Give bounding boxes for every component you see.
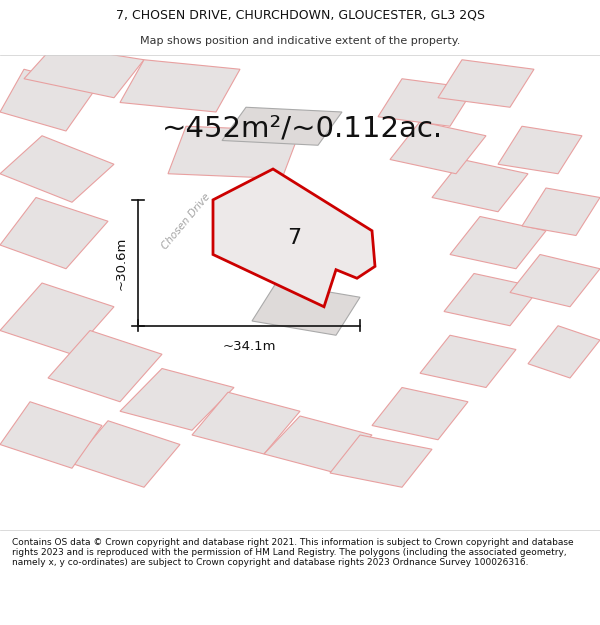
Text: ~34.1m: ~34.1m <box>222 340 276 353</box>
Text: 7: 7 <box>287 228 301 248</box>
Polygon shape <box>390 121 486 174</box>
Text: 7, CHOSEN DRIVE, CHURCHDOWN, GLOUCESTER, GL3 2QS: 7, CHOSEN DRIVE, CHURCHDOWN, GLOUCESTER,… <box>115 9 485 22</box>
Polygon shape <box>168 126 300 179</box>
Polygon shape <box>120 369 234 430</box>
Polygon shape <box>330 435 432 488</box>
Polygon shape <box>528 326 600 378</box>
Polygon shape <box>0 69 96 131</box>
Text: ~30.6m: ~30.6m <box>114 236 127 289</box>
Text: Contains OS data © Crown copyright and database right 2021. This information is : Contains OS data © Crown copyright and d… <box>12 538 574 568</box>
Polygon shape <box>498 126 582 174</box>
Polygon shape <box>120 60 240 112</box>
Polygon shape <box>213 169 375 307</box>
Polygon shape <box>378 79 474 126</box>
Polygon shape <box>48 331 162 402</box>
Polygon shape <box>0 402 102 468</box>
Polygon shape <box>252 283 360 335</box>
Polygon shape <box>264 416 372 473</box>
Polygon shape <box>372 388 468 440</box>
Polygon shape <box>0 283 114 354</box>
Polygon shape <box>192 392 300 454</box>
Text: Chosen Drive: Chosen Drive <box>160 191 212 251</box>
Polygon shape <box>420 335 516 388</box>
Polygon shape <box>510 254 600 307</box>
Polygon shape <box>222 107 342 145</box>
Text: ~452m²/~0.112ac.: ~452m²/~0.112ac. <box>162 114 443 142</box>
Polygon shape <box>72 421 180 488</box>
Polygon shape <box>0 136 114 202</box>
Polygon shape <box>450 216 546 269</box>
Polygon shape <box>522 188 600 236</box>
Polygon shape <box>24 46 144 98</box>
Polygon shape <box>0 198 108 269</box>
Polygon shape <box>438 60 534 108</box>
Text: Map shows position and indicative extent of the property.: Map shows position and indicative extent… <box>140 36 460 46</box>
Polygon shape <box>432 159 528 212</box>
Polygon shape <box>444 274 540 326</box>
